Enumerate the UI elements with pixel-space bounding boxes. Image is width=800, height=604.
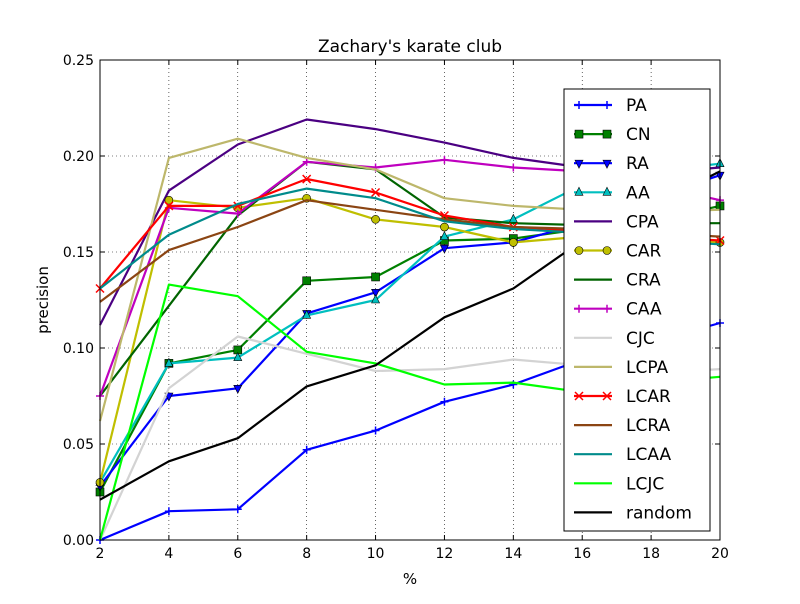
legend-label: RA xyxy=(626,154,649,174)
data-point xyxy=(574,129,584,139)
data-point xyxy=(371,187,381,198)
data-point xyxy=(371,294,381,304)
y-tick-label: 0.20 xyxy=(63,149,94,165)
legend-label: LCRA xyxy=(626,416,670,436)
legend-item: PA xyxy=(574,96,647,116)
data-point xyxy=(440,397,449,406)
data-point xyxy=(440,155,449,164)
legend-item: AA xyxy=(574,183,650,203)
data-point xyxy=(574,246,584,255)
data-point xyxy=(164,201,174,211)
x-tick-label: 2 xyxy=(96,546,105,562)
data-point xyxy=(371,272,380,282)
legend-label: CAA xyxy=(626,300,662,320)
legend-item: CAR xyxy=(574,242,661,262)
x-tick-label: 10 xyxy=(367,546,385,562)
data-point xyxy=(302,309,312,319)
y-tick-label: 0.00 xyxy=(63,533,94,549)
data-point xyxy=(574,186,584,196)
legend-item: CPA xyxy=(574,212,659,232)
x-axis-label: % xyxy=(403,570,417,588)
x-tick-label: 18 xyxy=(642,546,660,562)
data-point xyxy=(602,159,612,169)
axis-ticks: 2 4 6 8 10 12 14 16 18 20 0.00 0.05 0.10 0.15 0.20 0.25 xyxy=(63,53,729,562)
x-tick-label: 12 xyxy=(436,546,454,562)
legend-label: CPA xyxy=(626,212,659,232)
legend-item: LCPA xyxy=(574,358,669,378)
legend-label: LCAR xyxy=(626,387,671,407)
data-point xyxy=(302,445,311,454)
chart-title: Zachary's karate club xyxy=(318,37,502,57)
y-tick-label: 0.10 xyxy=(63,341,94,357)
legend-label: AA xyxy=(626,183,650,203)
data-point xyxy=(439,230,449,240)
data-point xyxy=(233,385,243,394)
data-point xyxy=(602,391,612,401)
data-point xyxy=(440,222,449,232)
data-point xyxy=(509,238,518,247)
legend-label: CJC xyxy=(626,329,655,349)
legend-item: CN xyxy=(574,125,651,145)
data-point xyxy=(509,163,518,172)
y-axis-label: precision xyxy=(34,266,52,334)
data-point xyxy=(602,186,612,196)
data-point xyxy=(371,426,380,435)
legend-item: CJC xyxy=(574,329,655,349)
data-point xyxy=(603,101,611,109)
x-tick-label: 16 xyxy=(573,546,591,562)
x-tick-label: 6 xyxy=(233,546,242,562)
x-tick-label: 14 xyxy=(504,546,522,562)
plot-frame xyxy=(99,59,721,541)
legend-item: LCAR xyxy=(574,387,671,407)
legend: PA CN RA AA CPA CAR CRA CAA CJC LCPA LCAR LCRA LCAA L… xyxy=(563,88,711,532)
legend-label: LCAA xyxy=(626,445,671,465)
data-point xyxy=(302,174,312,184)
legend-label: CN xyxy=(626,125,651,145)
legend-item: random xyxy=(574,503,692,523)
legend-label: CRA xyxy=(626,271,661,291)
y-tick-label: 0.15 xyxy=(63,245,94,261)
data-point xyxy=(371,289,381,298)
x-tick-label: 8 xyxy=(302,546,311,562)
x-tick-label: 20 xyxy=(711,546,729,562)
data-point xyxy=(602,246,612,255)
data-point xyxy=(603,304,611,313)
data-point xyxy=(575,304,583,313)
data-point xyxy=(233,351,243,361)
legend-item: LCJC xyxy=(574,474,664,494)
legend-item: LCRA xyxy=(574,416,670,436)
legend-item: CAA xyxy=(574,300,662,320)
legend-label: LCJC xyxy=(626,474,664,494)
data-point xyxy=(574,159,584,169)
data-point xyxy=(575,101,583,109)
data-point xyxy=(371,215,380,224)
legend-item: CRA xyxy=(574,271,661,291)
y-tick-label: 0.05 xyxy=(63,437,94,453)
x-tick-label: 4 xyxy=(164,546,173,562)
data-point xyxy=(574,391,584,401)
data-point xyxy=(164,357,174,367)
data-point xyxy=(439,244,449,254)
legend-label: random xyxy=(626,503,692,523)
legend-label: CAR xyxy=(626,242,661,262)
data-point xyxy=(302,276,311,286)
y-tick-label: 0.25 xyxy=(63,53,94,69)
data-point xyxy=(233,505,242,514)
legend-item: RA xyxy=(574,154,649,174)
legend-label: PA xyxy=(626,96,647,116)
data-point xyxy=(602,129,612,139)
data-point xyxy=(233,209,242,218)
data-point xyxy=(302,157,311,166)
legend-label: LCPA xyxy=(626,358,669,378)
data-point xyxy=(164,507,173,516)
legend-item: LCAA xyxy=(574,445,671,465)
